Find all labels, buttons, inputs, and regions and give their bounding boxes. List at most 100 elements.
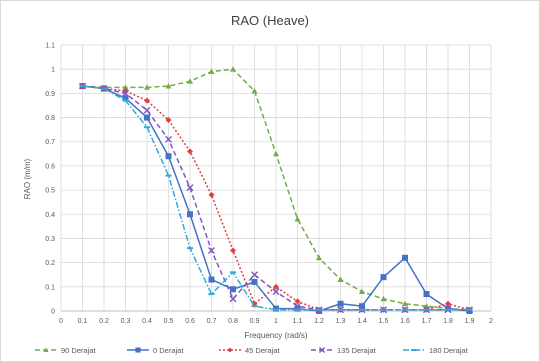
x-tick-label: 1.3 [336,318,346,325]
x-tick-label: 1 [274,318,278,325]
data-point-marker [294,216,301,222]
x-tick-label: 0.9 [250,318,260,325]
x-tick-label: 0.1 [78,318,88,325]
legend-item: 180 Derajat [403,346,469,355]
y-tick-label: 0.5 [45,188,55,195]
legend-label: 45 Derajat [245,346,281,355]
data-point-marker [227,347,233,353]
data-point-marker [187,211,193,218]
legend: 90 Derajat 0 Derajat 45 Derajat 135 Derajat… [35,346,469,355]
data-point-marker [230,66,236,72]
data-point-marker [165,153,172,160]
data-point-marker [273,283,279,290]
data-point-marker [445,300,451,307]
data-point-marker [251,87,258,94]
y-tick-label: 0.2 [45,260,55,267]
y-tick-label: 0.9 [45,91,55,98]
data-point-marker [359,303,365,310]
data-point-marker [208,68,215,74]
data-point-marker [187,78,193,84]
legend-label: 180 Derajat [429,346,469,355]
data-point-marker [229,295,237,303]
data-point-marker [359,288,365,295]
data-point-marker [337,276,344,282]
x-tick-label: 0 [59,318,63,325]
y-tick-label: 1 [51,67,55,74]
y-tick-label: 0.6 [45,163,55,170]
data-point-marker [423,291,430,298]
data-point-marker [294,305,301,312]
series-180-derajat [79,85,473,311]
legend-item: 0 Derajat [127,346,184,355]
x-tick-label: 1.7 [422,318,432,325]
data-point-marker [135,347,141,353]
series-0-derajat [79,83,473,314]
data-point-marker [445,305,451,312]
data-point-marker [230,286,236,293]
axes: 0 0.1 0.2 0.3 0.4 0.5 0.6 0.7 0.8 0.9 1 1.1 0 0.1 0.2 0… [45,43,493,326]
x-tick-label: 1.5 [379,318,389,325]
legend-label: 135 Derajat [337,346,377,355]
data-point-marker [144,84,150,90]
data-point-marker [208,276,215,283]
y-tick-label: 0.4 [45,212,55,219]
data-point-marker [208,247,215,255]
data-point-marker [165,135,172,143]
x-tick-label: 0.7 [207,318,217,325]
data-point-marker [144,97,150,104]
legend-label: 0 Derajat [153,346,184,355]
data-point-marker [337,300,344,307]
data-point-marker [294,302,301,310]
data-point-marker [273,150,279,157]
data-point-marker [187,148,193,155]
y-tick-label: 0 [51,309,55,316]
data-point-marker [122,84,129,90]
y-tick-label: 0.7 [45,139,55,146]
data-point-marker [43,347,49,353]
data-point-marker [186,184,194,192]
data-point-marker [144,114,150,121]
data-point-marker [143,106,151,114]
data-point-marker [165,116,172,123]
y-axis-title: RAO (m/m) [23,158,32,199]
x-tick-label: 1.9 [465,318,475,325]
x-tick-label: 0.3 [121,318,131,325]
x-tick-label: 2 [489,318,493,325]
series-lines [79,66,473,314]
y-tick-label: 0.8 [45,115,55,122]
x-tick-label: 1.4 [357,318,367,325]
series-90-derajat [79,66,473,313]
y-tick-label: 0.3 [45,236,55,243]
x-tick-label: 0.6 [185,318,195,325]
data-point-marker [402,254,408,261]
data-point-marker [208,191,215,198]
legend-item: 90 Derajat [35,346,97,355]
legend-item: 45 Derajat [219,346,281,355]
data-point-marker [318,346,326,354]
data-point-marker [273,305,279,312]
data-point-marker [423,303,430,309]
chart-title: RAO (Heave) [231,13,309,28]
data-point-marker [380,295,387,302]
data-point-marker [251,278,258,285]
x-tick-label: 0.5 [164,318,174,325]
x-axis-title: Frequency (rad/s) [244,331,307,340]
data-point-marker [230,247,236,254]
data-point-marker [251,271,258,279]
data-point-marker [165,83,172,89]
y-tick-label: 1.1 [45,43,55,50]
data-point-marker [122,95,129,102]
x-tick-label: 0.2 [99,318,109,325]
data-point-marker [122,89,129,97]
data-point-marker [294,298,301,305]
y-tick-label: 0.1 [45,284,55,291]
x-tick-label: 0.4 [142,318,152,325]
data-point-marker [380,274,387,281]
x-tick-label: 1.2 [314,318,324,325]
data-point-marker [402,300,408,307]
legend-label: 90 Derajat [61,346,97,355]
data-point-marker [272,288,280,296]
x-tick-label: 1.6 [400,318,410,325]
data-point-marker [316,254,322,261]
